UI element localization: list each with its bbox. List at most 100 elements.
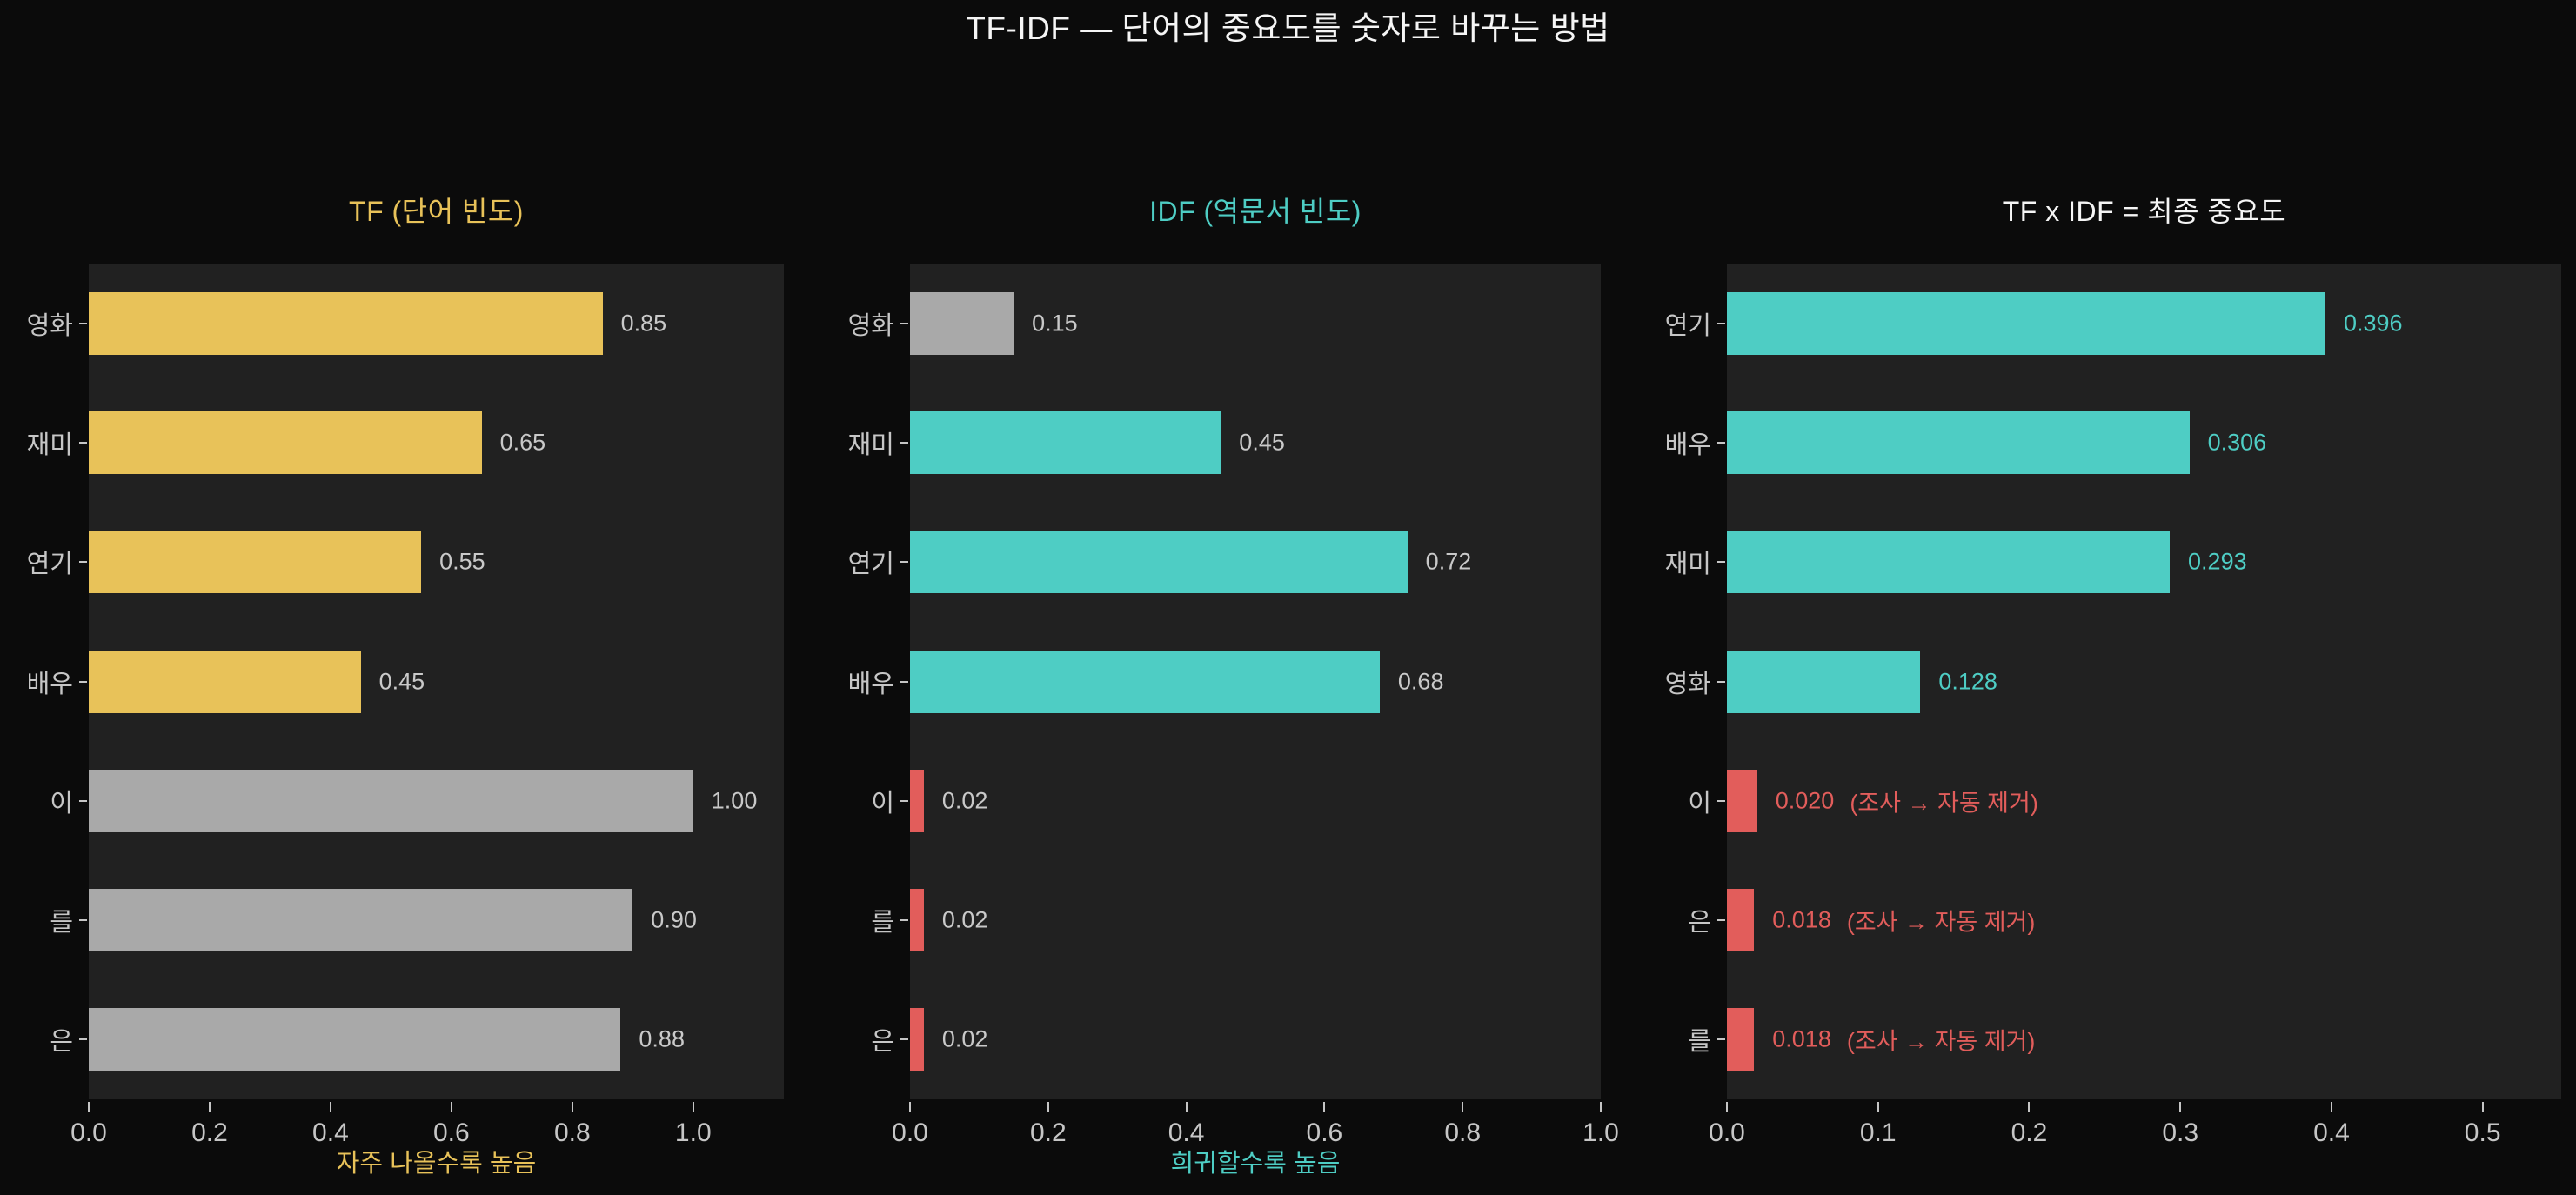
value-label: 0.72 <box>1426 549 1472 576</box>
x-tick-label: 0.2 <box>191 1118 228 1147</box>
stopword-annotation: (조사 → 자동 제거) <box>1846 1028 2036 1055</box>
y-axis-label-를: 를 <box>871 909 894 938</box>
y-tick-mark <box>79 680 87 683</box>
y-axis-label-은: 은 <box>50 1028 73 1057</box>
value-number: 0.396 <box>2343 310 2403 337</box>
x-tick-label: 0.4 <box>1168 1118 1205 1147</box>
tfidf-plot-area: 연기 0.396 배우 0.306 재미 0.293 영화 0.128 이 0.020 (조사 → … <box>1665 264 2561 1147</box>
y-axis-label-를: 를 <box>50 909 73 938</box>
y-axis-label-배우: 배우 <box>1664 431 1711 459</box>
value-label: 0.65 <box>500 429 546 456</box>
x-tick-label: 0.5 <box>2464 1118 2501 1147</box>
x-tick-mark <box>692 1102 694 1112</box>
bar-재미 <box>89 411 482 474</box>
stopword-annotation: (조사 → 자동 제거) <box>1850 790 2038 817</box>
y-tick-mark <box>1717 919 1725 922</box>
tfidf-x-axis-label <box>1727 1148 2561 1179</box>
value-number: 0.020 <box>1775 787 1835 814</box>
tfidf-chart-title: TF x IDF = 최종 중요도 <box>2002 196 2286 227</box>
value-number: 0.45 <box>378 668 425 694</box>
y-axis-label-배우: 배우 <box>847 670 894 698</box>
stopword-annotation: (조사 → 자동 제거) <box>1846 909 2036 936</box>
y-axis-label-이: 이 <box>1688 789 1711 818</box>
bar-배우 <box>1727 411 2190 474</box>
value-label: 0.15 <box>1032 310 1078 337</box>
y-axis-label-연기: 연기 <box>26 551 73 579</box>
x-tick-mark <box>1047 1102 1049 1112</box>
x-tick-mark <box>2330 1102 2332 1112</box>
tf-x-axis-label: 자주 나올수록 높음 <box>336 1150 537 1178</box>
bar-연기 <box>89 531 422 594</box>
x-tick-label: 0.0 <box>1709 1118 1745 1147</box>
x-tick-mark <box>2481 1102 2484 1112</box>
y-axis-label-이: 이 <box>50 789 73 818</box>
x-tick-label: 0.3 <box>2162 1118 2199 1147</box>
y-tick-mark <box>79 799 87 802</box>
y-tick-mark <box>79 561 87 564</box>
bar-영화 <box>1727 650 1921 713</box>
y-tick-mark <box>900 561 908 564</box>
y-tick-mark <box>1717 561 1725 564</box>
value-number: 0.72 <box>1425 548 1472 575</box>
value-number: 1.00 <box>711 787 758 814</box>
value-number: 0.68 <box>1397 668 1444 694</box>
y-tick-mark <box>79 441 87 444</box>
value-number: 0.02 <box>941 906 988 933</box>
x-tick-mark <box>88 1102 90 1112</box>
y-axis-label-영화: 영화 <box>847 311 894 340</box>
x-tick-mark <box>2028 1102 2031 1112</box>
y-axis-label-재미: 재미 <box>1664 551 1711 579</box>
bar-재미 <box>910 411 1221 474</box>
x-tick-label: 1.0 <box>1582 1118 1619 1147</box>
y-axis-label-영화: 영화 <box>1664 670 1711 698</box>
x-tick-mark <box>1726 1102 1728 1112</box>
x-tick-label: 0.2 <box>2011 1118 2048 1147</box>
value-number: 0.55 <box>439 548 485 575</box>
value-label: 0.02 <box>942 907 988 934</box>
value-label: 0.128 <box>1938 668 1997 695</box>
y-axis-label-연기: 연기 <box>1664 311 1711 340</box>
y-tick-mark <box>79 1038 87 1041</box>
value-label: 0.020 (조사 → 자동 제거) <box>1776 784 2038 818</box>
x-tick-label: 0.2 <box>1029 1118 1067 1147</box>
y-axis-label-재미: 재미 <box>26 431 73 459</box>
x-tick-mark <box>208 1102 211 1112</box>
value-label: 0.55 <box>439 549 485 576</box>
x-tick-label: 0.0 <box>70 1118 107 1147</box>
y-tick-mark <box>1717 1038 1725 1041</box>
idf-x-axis-label: 희귀할수록 높음 <box>1170 1150 1341 1178</box>
idf-chart-title: IDF (역문서 빈도) <box>1149 196 1362 227</box>
value-label: 0.45 <box>1239 429 1285 456</box>
x-tick-mark <box>329 1102 331 1112</box>
x-tick-mark <box>571 1102 573 1112</box>
bar-은 <box>910 1008 924 1071</box>
bar-이 <box>1727 769 1757 832</box>
y-tick-mark <box>900 1038 908 1041</box>
bar-이 <box>89 769 693 832</box>
value-number: 0.306 <box>2207 429 2267 456</box>
bar-이 <box>910 769 924 832</box>
value-number: 0.65 <box>499 429 546 456</box>
value-number: 0.85 <box>620 310 667 337</box>
value-label: 0.293 <box>2188 549 2247 576</box>
y-tick-mark <box>900 322 908 324</box>
value-number: 0.018 <box>1772 906 1831 933</box>
value-number: 0.45 <box>1239 429 1285 456</box>
x-tick-mark <box>909 1102 911 1112</box>
x-tick-label: 1.0 <box>674 1118 712 1147</box>
bar-은 <box>89 1008 621 1071</box>
y-tick-mark <box>900 680 908 683</box>
y-axis-label-연기: 연기 <box>847 551 894 579</box>
value-number: 0.88 <box>639 1025 685 1052</box>
x-tick-label: 0.8 <box>553 1118 591 1147</box>
bar-재미 <box>1727 531 2171 594</box>
page-title: TF-IDF — 단어의 중요도를 숫자로 바꾸는 방법 <box>966 10 1610 46</box>
bar-연기 <box>1727 291 2325 355</box>
bar-은 <box>1727 889 1755 952</box>
value-number: 0.90 <box>651 906 697 933</box>
y-axis-label-재미: 재미 <box>847 431 894 459</box>
y-tick-mark <box>900 919 908 922</box>
value-number: 0.128 <box>1938 668 1997 694</box>
x-tick-label: 0.8 <box>1444 1118 1482 1147</box>
